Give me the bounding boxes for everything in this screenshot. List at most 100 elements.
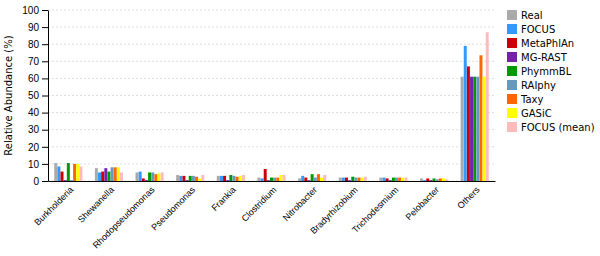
bar [139,172,142,181]
legend-item: FOCUS [507,24,555,35]
legend-item: Real [507,10,543,21]
bar [345,178,348,181]
bar [470,77,473,181]
bar [320,178,323,181]
grid-line [48,44,495,45]
tick: 40 [28,107,48,118]
grid-line [48,95,495,96]
tick-label: Nitrobacter [281,185,319,223]
bar [311,174,314,181]
bar [348,180,351,181]
bar [142,178,145,181]
bar [70,180,73,181]
bar [264,169,267,181]
tick: Trichodesmium [350,185,400,235]
bars [54,32,488,181]
legend-swatch [507,24,517,34]
tick-mark [42,113,48,114]
bar [117,167,120,181]
tick-label: 100 [22,5,39,16]
tick: 30 [28,124,48,135]
tick-mark [42,44,48,45]
tick-label: 80 [28,39,40,50]
tick: 10 [28,159,48,170]
bar [401,178,404,181]
legend-label: Taxy [520,94,543,105]
bar [242,175,245,181]
bar [429,180,432,181]
legend-swatch [507,38,517,48]
bar [161,172,164,181]
bar [420,178,423,181]
series [57,46,466,181]
bar [386,178,389,181]
bar [73,164,76,181]
bar [464,46,467,181]
bar [339,178,342,181]
bar [442,178,445,181]
bar [467,66,470,181]
bar [229,175,232,181]
legend-label: PhymmBL [521,66,572,77]
bar [267,180,270,181]
bar [395,178,398,181]
bar [404,178,407,181]
legend-item: MetaPhlAn [507,38,574,49]
tick: 0 [33,176,48,187]
legend-item: Taxy [507,94,543,105]
legend-label: FOCUS (mean) [521,122,595,133]
tick-label: Clostridium [240,185,279,224]
bar [279,175,282,181]
bar [220,176,223,181]
bar [479,55,482,181]
bar [189,176,192,181]
bar [304,178,307,181]
bar [379,178,382,181]
bar [273,178,276,181]
bar [154,174,157,181]
tick: 60 [28,73,48,84]
legend-label: Real [521,10,543,21]
tick: 50 [28,90,48,101]
bar [361,178,364,181]
tick-mark [42,10,48,11]
bar [423,180,426,181]
bar [57,166,60,181]
bar [61,172,64,181]
bar [433,178,436,181]
bar [436,179,439,181]
legend-swatch [507,94,517,104]
x-axis: BurkholderiaShewanellaRhodopseudomonasPs… [32,182,495,251]
y-axis: 0102030405060708090100 [22,5,48,187]
legend-item: RAIphy [507,80,556,91]
bar [201,175,204,181]
tick: Frankia [209,185,237,213]
tick-label: 40 [28,107,40,118]
series [54,77,463,181]
bar [236,177,239,181]
legend-label: MG-RAST [521,52,568,63]
bar [79,166,82,181]
tick-label: 60 [28,73,40,84]
tick-mark [42,130,48,131]
legend-swatch [507,10,517,20]
series [61,66,470,181]
bar [314,178,317,181]
bar [354,178,357,181]
tick-mark [42,164,48,165]
tick-label: Frankia [209,185,237,213]
tick: 20 [28,142,48,153]
tick-label: Burkholderia [32,185,75,228]
tick: Clostridium [240,185,279,224]
bar [382,178,385,181]
bar [186,180,189,181]
bar [392,178,395,181]
grid-line [48,129,495,130]
tick: 70 [28,56,48,67]
bar [445,179,448,181]
bar [308,180,311,181]
bar [145,180,148,181]
bar [476,77,479,181]
tick-label: Others [455,184,482,211]
grid-line [48,146,495,147]
